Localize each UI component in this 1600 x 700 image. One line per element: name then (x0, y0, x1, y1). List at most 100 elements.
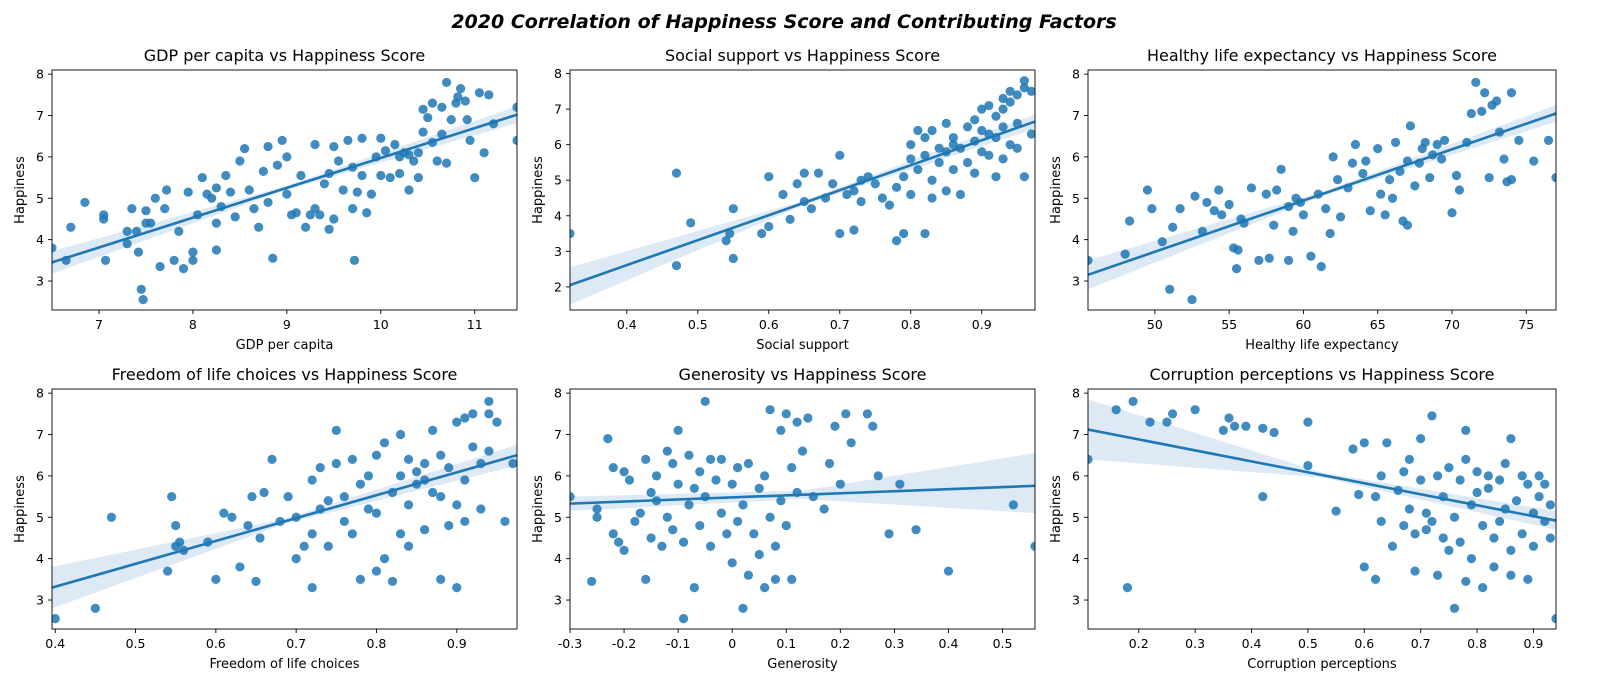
axes-frame (51, 69, 518, 311)
data-point (363, 471, 374, 481)
x-axis-label: Generosity (767, 657, 838, 672)
data-point (760, 471, 770, 481)
data-point (657, 541, 667, 551)
y-tick-label: 6 (36, 468, 44, 483)
data-point (1209, 206, 1219, 216)
data-point (1125, 216, 1135, 226)
confidence-band (52, 106, 517, 274)
data-point (785, 214, 795, 224)
data-point (1162, 417, 1172, 427)
data-point (1483, 483, 1493, 493)
data-point (587, 576, 597, 587)
x-tick-label: 0.7 (1411, 636, 1431, 651)
subplot-1: 7 8 9 10 11 3 4 5 6 7 8 GDP per capita vs Happiness… (13, 46, 518, 353)
data-point (162, 185, 172, 195)
data-point (99, 214, 109, 224)
x-tick-label: 0.5 (688, 317, 708, 332)
y-tick-label: 3 (1072, 274, 1080, 289)
data-point (225, 187, 236, 197)
data-point (884, 200, 895, 210)
data-point (1168, 222, 1178, 232)
data-point (1471, 77, 1481, 88)
data-point (1380, 210, 1390, 220)
data-point (235, 156, 245, 166)
data-point (743, 458, 754, 469)
data-point (1231, 264, 1242, 274)
y-tick-label: 4 (554, 208, 562, 223)
data-point (1461, 425, 1471, 435)
data-point (948, 132, 958, 143)
data-point (484, 446, 494, 456)
data-point (349, 255, 360, 265)
data-point (684, 450, 694, 460)
x-axis-label: Social support (756, 338, 849, 353)
data-point (1167, 409, 1178, 419)
data-point (1484, 172, 1494, 183)
x-tick-label: 0.6 (206, 636, 226, 651)
data-point (301, 222, 311, 232)
data-point (895, 479, 905, 489)
data-point (868, 421, 878, 431)
data-point (1385, 175, 1395, 185)
data-point (1303, 460, 1313, 471)
data-point (1214, 185, 1224, 195)
data-point (1005, 86, 1015, 96)
data-point (188, 247, 198, 257)
data-point (764, 172, 774, 182)
data-point (1365, 206, 1375, 216)
data-point (927, 193, 937, 203)
data-point (813, 168, 824, 178)
data-point (877, 193, 887, 203)
subplot-3: 50 55 60 65 70 75 3 4 5 6 7 8 Healthy life expectanc… (1049, 46, 1557, 353)
data-point (1455, 475, 1465, 485)
subplot-title: Healthy life expectancy vs Happiness Sco… (1147, 46, 1497, 65)
x-tick-label: 0.3 (1185, 636, 1205, 651)
data-point (819, 504, 829, 514)
data-point (171, 520, 181, 531)
data-point (244, 185, 254, 195)
data-point (651, 471, 662, 481)
data-point (420, 525, 430, 535)
y-tick-label: 7 (36, 427, 44, 442)
data-point (418, 104, 428, 114)
y-tick-label: 5 (1072, 510, 1080, 525)
axes-frame (569, 69, 1036, 311)
data-point (948, 164, 958, 175)
data-point (338, 185, 348, 195)
data-point (1399, 467, 1409, 477)
data-point (754, 483, 764, 493)
data-point (1489, 562, 1499, 572)
data-point (207, 193, 217, 203)
data-point (1438, 533, 1448, 543)
data-point (778, 189, 788, 200)
data-point (913, 164, 923, 175)
data-point (1540, 479, 1550, 489)
x-tick-label: 0.9 (1524, 636, 1544, 651)
x-tick-label: 0.6 (1354, 636, 1374, 651)
data-point (52, 243, 57, 253)
y-axis-label: Happiness (13, 475, 28, 543)
x-tick-label: 0.4 (45, 636, 65, 651)
subplot-5: -0.3 -0.2 -0.1 0 0.1 0.2 0.3 0.4 0.5 3 4 5 6 7 8 Genero… (531, 365, 1036, 672)
data-point (1461, 576, 1471, 587)
data-point (738, 603, 748, 613)
data-point (1306, 251, 1316, 261)
data-point (255, 533, 265, 543)
data-point (247, 491, 257, 502)
confidence-band (570, 453, 1035, 514)
confidence-band (1088, 105, 1556, 290)
data-point (211, 183, 221, 193)
x-tick-label: 0.2 (1129, 636, 1149, 651)
x-tick-label: 0.8 (367, 636, 387, 651)
x-tick-label: -0.1 (666, 636, 690, 651)
regression-line (570, 484, 1035, 505)
data-point (395, 471, 406, 481)
data-point (984, 100, 994, 111)
data-point (1410, 529, 1420, 539)
data-point (1425, 172, 1435, 183)
data-point (1347, 158, 1358, 168)
data-point (1258, 423, 1268, 433)
data-point (1461, 454, 1471, 464)
data-point (749, 529, 759, 539)
data-point (267, 454, 277, 464)
